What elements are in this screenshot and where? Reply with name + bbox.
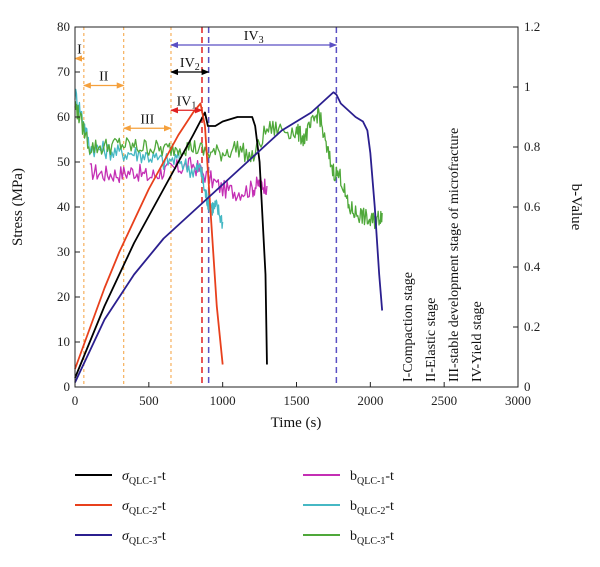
legend-label-s2: σQLC-2-t bbox=[122, 499, 166, 517]
stage-legend: I-Compaction stage II-Elastic stage III-st… bbox=[401, 128, 485, 382]
y-tick-label: 30 bbox=[57, 244, 70, 259]
y-axis-right: 0 0.2 0.4 0.6 0.8 1 1.2 bbox=[513, 19, 541, 394]
y-tick-label: 40 bbox=[57, 199, 70, 214]
y-tick-label: 10 bbox=[57, 334, 70, 349]
series-line-b3 bbox=[74, 101, 383, 230]
legend-label-s3: σQLC-3-t bbox=[122, 529, 166, 547]
y2-tick-label: 1.2 bbox=[524, 19, 540, 34]
series-line-s1 bbox=[74, 111, 268, 379]
y-tick-label: 0 bbox=[64, 379, 71, 394]
x-axis-title: Time (s) bbox=[271, 415, 322, 431]
stage-label: IV1 bbox=[177, 94, 197, 111]
series-lines bbox=[74, 88, 384, 383]
series-legend: σQLC-1-t σQLC-2-t σQLC-3-t bQLC-1-t bQLC-2-t… bbox=[75, 469, 394, 547]
y-tick-label: 20 bbox=[57, 289, 70, 304]
x-tick-label: 1500 bbox=[284, 393, 310, 408]
stage-label: IV3 bbox=[244, 29, 264, 46]
y2-tick-label: 1 bbox=[524, 79, 531, 94]
legend-label-s1: σQLC-1-t bbox=[122, 469, 166, 487]
x-tick-label: 1000 bbox=[210, 393, 236, 408]
stage-label: IV2 bbox=[180, 56, 200, 73]
y2-tick-label: 0.4 bbox=[524, 259, 541, 274]
x-tick-label: 2500 bbox=[431, 393, 457, 408]
stage-label: I bbox=[77, 43, 82, 58]
legend-label-b3: bQLC-3-t bbox=[350, 529, 394, 547]
y2-tick-label: 0.8 bbox=[524, 139, 540, 154]
stage-legend-item: IV-Yield stage bbox=[470, 301, 485, 382]
y2-tick-label: 0.2 bbox=[524, 319, 540, 334]
stage-label: II bbox=[99, 70, 109, 85]
stage-label: III bbox=[140, 112, 154, 127]
x-tick-label: 3000 bbox=[505, 393, 531, 408]
y-tick-label: 80 bbox=[57, 19, 70, 34]
stage-legend-item: I-Compaction stage bbox=[401, 272, 416, 382]
y-tick-label: 70 bbox=[57, 64, 70, 79]
y2-tick-label: 0 bbox=[524, 379, 531, 394]
series-line-s3 bbox=[74, 91, 384, 383]
y-axis-title: Stress (MPa) bbox=[10, 168, 26, 246]
y-tick-label: 60 bbox=[57, 109, 70, 124]
y-axis-left: 0 10 20 30 40 50 60 70 80 bbox=[57, 19, 80, 394]
series-line-s2 bbox=[74, 102, 224, 370]
x-tick-label: 0 bbox=[72, 393, 79, 408]
y-tick-label: 50 bbox=[57, 154, 70, 169]
x-tick-label: 500 bbox=[139, 393, 159, 408]
legend-label-b2: bQLC-2-t bbox=[350, 499, 394, 517]
stage-legend-item: II-Elastic stage bbox=[424, 298, 439, 382]
x-tick-label: 2000 bbox=[357, 393, 383, 408]
y2-axis-title: b-Value bbox=[568, 184, 584, 231]
x-axis: 0 500 1000 1500 2000 2500 3000 bbox=[72, 382, 531, 408]
legend-label-b1: bQLC-1-t bbox=[350, 469, 394, 487]
stage-legend-item: III-stable development stage of microfra… bbox=[447, 128, 462, 382]
y2-tick-label: 0.6 bbox=[524, 199, 541, 214]
